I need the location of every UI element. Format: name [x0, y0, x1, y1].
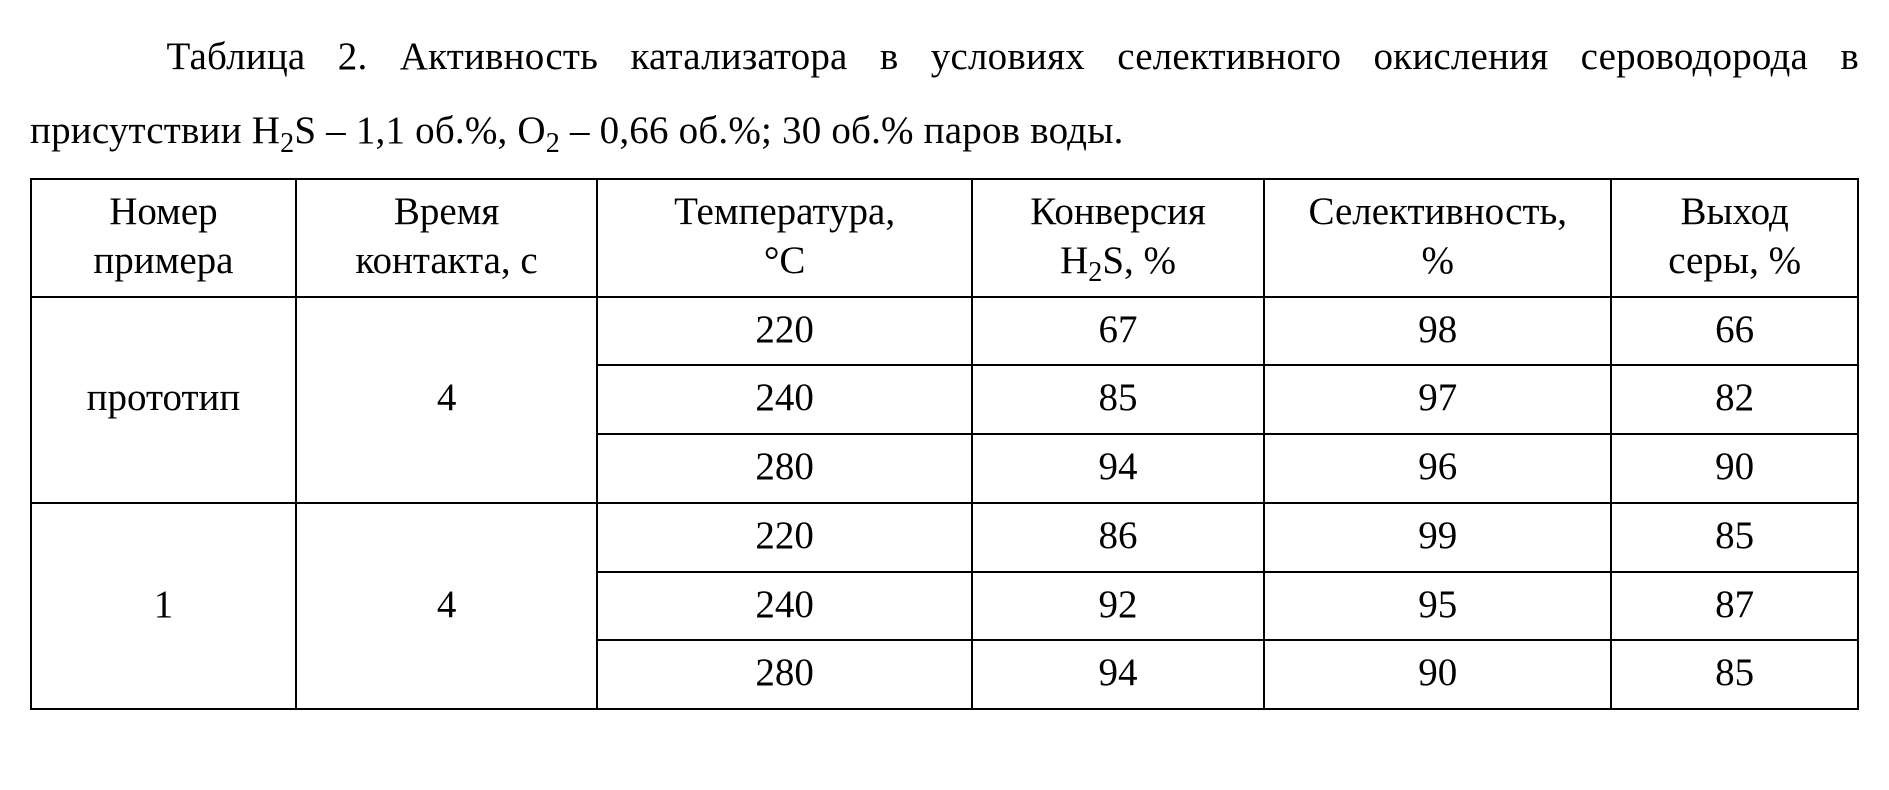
cell-selectivity: 98 [1264, 297, 1611, 366]
table-row: прототип 4 220 67 98 66 [31, 297, 1858, 366]
col-header-example-no: Номерпримера [31, 179, 296, 297]
cell-example-no: прототип [31, 297, 296, 503]
cell-conversion: 85 [972, 365, 1264, 434]
table-body: прототип 4 220 67 98 66 240 85 97 82 280… [31, 297, 1858, 710]
cell-sulfur-yield: 90 [1611, 434, 1858, 503]
cell-sulfur-yield: 66 [1611, 297, 1858, 366]
cell-temperature: 220 [597, 503, 972, 572]
col-header-selectivity: Селективность,% [1264, 179, 1611, 297]
cell-contact-time: 4 [296, 503, 597, 709]
cell-temperature: 280 [597, 434, 972, 503]
cell-selectivity: 95 [1264, 572, 1611, 641]
cell-temperature: 240 [597, 572, 972, 641]
cell-sulfur-yield: 82 [1611, 365, 1858, 434]
table-row: 1 4 220 86 99 85 [31, 503, 1858, 572]
col-header-conversion: КонверсияH2S, % [972, 179, 1264, 297]
cell-selectivity: 97 [1264, 365, 1611, 434]
cell-temperature: 280 [597, 640, 972, 709]
cell-conversion: 94 [972, 434, 1264, 503]
cell-selectivity: 96 [1264, 434, 1611, 503]
cell-conversion: 67 [972, 297, 1264, 366]
data-table: Номерпримера Времяконтакта, с Температур… [30, 178, 1859, 710]
table-caption: Таблица 2. Активность катализатора в усл… [30, 20, 1859, 168]
cell-sulfur-yield: 85 [1611, 640, 1858, 709]
cell-contact-time: 4 [296, 297, 597, 503]
cell-selectivity: 90 [1264, 640, 1611, 709]
col-header-contact-time: Времяконтакта, с [296, 179, 597, 297]
cell-example-no: 1 [31, 503, 296, 709]
col-header-temperature: Температура,°C [597, 179, 972, 297]
table-header-row: Номерпримера Времяконтакта, с Температур… [31, 179, 1858, 297]
col-header-sulfur-yield: Выходсеры, % [1611, 179, 1858, 297]
cell-selectivity: 99 [1264, 503, 1611, 572]
cell-sulfur-yield: 85 [1611, 503, 1858, 572]
cell-sulfur-yield: 87 [1611, 572, 1858, 641]
cell-conversion: 86 [972, 503, 1264, 572]
cell-conversion: 94 [972, 640, 1264, 709]
cell-temperature: 240 [597, 365, 972, 434]
cell-conversion: 92 [972, 572, 1264, 641]
cell-temperature: 220 [597, 297, 972, 366]
